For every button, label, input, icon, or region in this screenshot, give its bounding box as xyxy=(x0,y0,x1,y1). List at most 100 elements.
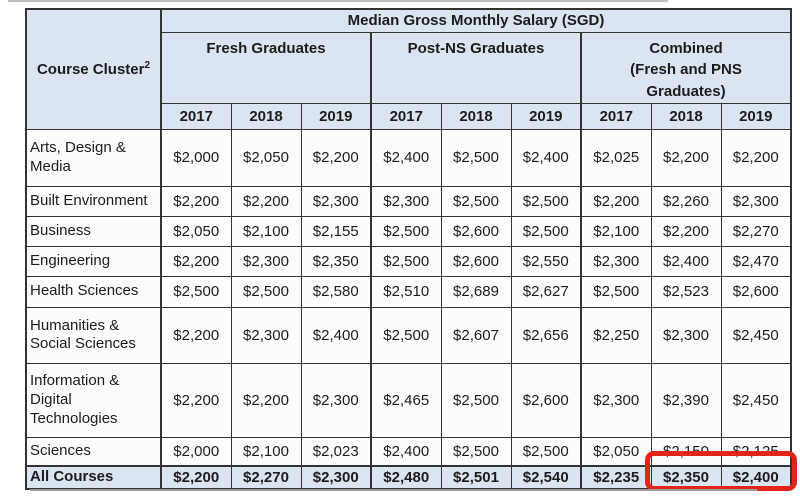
salary-cell: $2,300 xyxy=(230,245,302,277)
salary-cell: $2,270 xyxy=(720,215,792,247)
salary-cell: $2,500 xyxy=(440,436,512,467)
salary-cell: $2,200 xyxy=(650,215,722,247)
salary-cell: $2,200 xyxy=(160,306,232,364)
salary-cell: $2,000 xyxy=(160,128,232,187)
salary-cell: $2,656 xyxy=(510,306,582,364)
top-divider xyxy=(8,0,668,2)
salary-cell: $2,500 xyxy=(440,128,512,187)
salary-cell: $2,300 xyxy=(300,185,372,217)
salary-cell: $2,300 xyxy=(650,306,722,364)
year-header: 2017 xyxy=(580,102,652,130)
row-label: Business xyxy=(25,215,162,247)
course-cluster-footnote: 2 xyxy=(144,60,151,72)
row-label: Arts, Design & Media xyxy=(25,128,162,187)
salary-cell: $2,689 xyxy=(440,275,512,308)
group-combined-line1: Combined xyxy=(649,39,723,57)
salary-cell: $2,470 xyxy=(720,245,792,277)
salary-cell: $2,627 xyxy=(510,275,582,308)
salary-cell: $2,600 xyxy=(440,215,512,247)
bottom-divider xyxy=(30,489,757,491)
salary-cell: $2,023 xyxy=(300,436,372,467)
salary-cell: $2,400 xyxy=(510,128,582,187)
salary-cell: $2,500 xyxy=(440,362,512,438)
salary-cell: $2,501 xyxy=(440,465,512,490)
salary-cell: $2,100 xyxy=(230,436,302,467)
salary-cell: $2,300 xyxy=(230,306,302,364)
salary-cell: $2,260 xyxy=(650,185,722,217)
salary-cell: $2,550 xyxy=(510,245,582,277)
salary-cell: $2,400 xyxy=(370,436,442,467)
salary-cell: $2,390 xyxy=(650,362,722,438)
salary-cell: $2,600 xyxy=(720,275,792,308)
salary-cell: $2,300 xyxy=(720,185,792,217)
salary-cell: $2,350 xyxy=(300,245,372,277)
salary-cell-highlighted: $2,400 xyxy=(720,465,792,490)
salary-cell-highlighted: $2,350 xyxy=(650,465,722,490)
salary-cell: $2,200 xyxy=(230,185,302,217)
year-header: 2019 xyxy=(720,102,792,130)
salary-cell: $2,500 xyxy=(510,215,582,247)
salary-cell: $2,300 xyxy=(300,465,372,490)
group-post-ns-graduates: Post-NS Graduates xyxy=(370,31,582,104)
salary-cell: $2,500 xyxy=(510,436,582,467)
salary-cell: $2,025 xyxy=(580,128,652,187)
group-fresh-graduates: Fresh Graduates xyxy=(160,31,372,104)
salary-cell: $2,300 xyxy=(580,245,652,277)
salary-cell: $2,200 xyxy=(720,128,792,187)
year-header: 2017 xyxy=(370,102,442,130)
salary-cell: $2,450 xyxy=(720,306,792,364)
group-combined-line2: (Fresh and PNS xyxy=(630,61,742,79)
salary-cell: $2,400 xyxy=(370,128,442,187)
salary-cell: $2,300 xyxy=(370,185,442,217)
salary-cell: $2,200 xyxy=(160,362,232,438)
total-row-label: All Courses xyxy=(25,465,162,490)
salary-cell: $2,500 xyxy=(230,275,302,308)
total-row: All Courses $2,200 $2,270 $2,300 $2,480 … xyxy=(25,465,792,490)
salary-cell: $2,200 xyxy=(160,245,232,277)
row-label: Humanities & Social Sciences xyxy=(25,306,162,364)
salary-cell: $2,200 xyxy=(300,128,372,187)
salary-cell: $2,500 xyxy=(370,245,442,277)
salary-cell: $2,600 xyxy=(440,245,512,277)
salary-cell: $2,480 xyxy=(370,465,442,490)
salary-cell: $2,200 xyxy=(160,185,232,217)
salary-cell: $2,500 xyxy=(160,275,232,308)
year-header: 2019 xyxy=(300,102,372,130)
row-label: Health Sciences xyxy=(25,275,162,308)
salary-cell: $2,050 xyxy=(580,436,652,467)
salary-cell: $2,500 xyxy=(440,185,512,217)
salary-cell: $2,523 xyxy=(650,275,722,308)
row-label: Built Environment xyxy=(25,185,162,217)
year-header: 2019 xyxy=(510,102,582,130)
table-row: Engineering $2,200 $2,300 $2,350 $2,500 … xyxy=(25,245,792,277)
row-label: Sciences xyxy=(25,436,162,467)
salary-cell: $2,450 xyxy=(720,362,792,438)
year-header: 2018 xyxy=(230,102,302,130)
salary-cell: $2,200 xyxy=(160,465,232,490)
salary-cell: $2,500 xyxy=(370,215,442,247)
salary-cell: $2,270 xyxy=(230,465,302,490)
table-row: Built Environment $2,200 $2,200 $2,300 $… xyxy=(25,185,792,217)
table-row: Business $2,050 $2,100 $2,155 $2,500 $2,… xyxy=(25,215,792,247)
salary-cell: $2,500 xyxy=(580,275,652,308)
table-title: Median Gross Monthly Salary (SGD) xyxy=(160,8,792,33)
salary-cell: $2,500 xyxy=(510,185,582,217)
salary-cell: $2,607 xyxy=(440,306,512,364)
salary-cell: $2,300 xyxy=(300,362,372,438)
salary-cell: $2,500 xyxy=(370,306,442,364)
salary-cell: $2,235 xyxy=(580,465,652,490)
course-cluster-label: Course Cluster xyxy=(36,61,145,79)
salary-cell: $2,540 xyxy=(510,465,582,490)
salary-cell: $2,155 xyxy=(300,215,372,247)
row-label: Engineering xyxy=(25,245,162,277)
salary-cell: $2,000 xyxy=(160,436,232,467)
salary-table: Course Cluster2 Median Gross Monthly Sal… xyxy=(25,8,792,490)
salary-cell: $2,400 xyxy=(650,245,722,277)
year-header: 2018 xyxy=(650,102,722,130)
salary-cell: $2,125 xyxy=(720,436,792,467)
salary-cell: $2,150 xyxy=(650,436,722,467)
salary-cell: $2,510 xyxy=(370,275,442,308)
group-combined: Combined (Fresh and PNS Graduates) xyxy=(580,31,792,104)
salary-cell: $2,050 xyxy=(230,128,302,187)
